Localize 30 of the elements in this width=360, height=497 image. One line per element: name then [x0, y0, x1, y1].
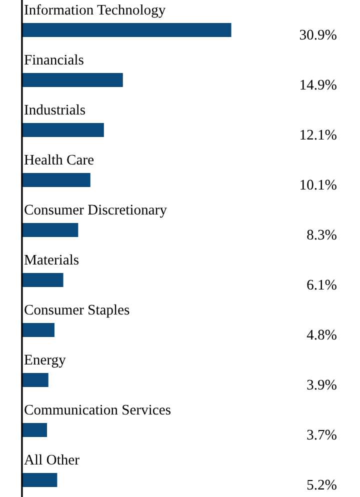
y-tick-label: Financials	[24, 54, 84, 65]
y-tick-label: Consumer Staples	[24, 304, 130, 318]
y-tick-label: Communication Services	[24, 404, 170, 415]
y-tick-label: Industrials	[24, 104, 86, 115]
data-label: 12.1%	[300, 130, 336, 140]
bar	[22, 273, 64, 287]
bar	[22, 123, 104, 137]
bar	[22, 373, 48, 387]
bar	[22, 223, 78, 237]
data-label: 14.9%	[300, 80, 336, 90]
bar	[22, 173, 90, 187]
y-tick-label: Information Technology	[24, 4, 166, 18]
data-label: 10.1%	[300, 180, 336, 190]
y-tick-label: All Other	[24, 454, 80, 465]
bar	[22, 323, 54, 337]
y-tick-label: Energy	[24, 354, 66, 368]
data-label: 30.9%	[300, 30, 336, 40]
bar	[22, 423, 48, 437]
y-tick-label: Health Care	[24, 154, 94, 165]
data-label: 5.2%	[307, 480, 336, 490]
data-label: 3.7%	[307, 430, 336, 440]
y-tick-label: Consumer Discretionary	[24, 204, 167, 218]
bar	[22, 73, 123, 87]
bar	[22, 473, 58, 487]
data-label: 6.1%	[307, 280, 336, 290]
data-label: 8.3%	[307, 230, 336, 240]
data-label: 3.9%	[307, 380, 336, 390]
data-label: 4.8%	[306, 330, 336, 340]
bar	[22, 23, 232, 37]
y-tick-label: Materials	[24, 254, 79, 265]
